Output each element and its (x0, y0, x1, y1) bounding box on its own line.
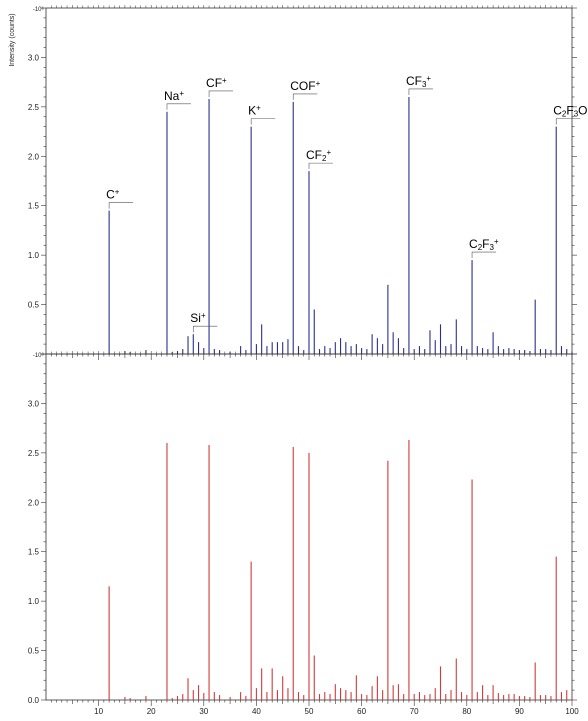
peak-label-leader (192, 325, 218, 333)
x-tick-label: 90 (515, 707, 524, 716)
y-axis-title: Intensity (counts) (9, 13, 16, 66)
x-tick-label: 50 (305, 707, 314, 716)
peak-label-leader (250, 118, 276, 125)
y-tick-label: 2.5 (28, 103, 40, 112)
peak-label-leader (292, 93, 318, 100)
x-tick-label: 40 (252, 707, 261, 716)
peak-label: Si+ (190, 311, 206, 325)
y-tick-label: 0.0 (28, 696, 40, 705)
peak-label: K+ (248, 104, 261, 118)
x-tick-label: 60 (357, 707, 366, 716)
shared-x-axis: 10 20 30 40 50 60 70 80 90 100 (94, 707, 579, 716)
y-tick-label: 0.5 (28, 647, 40, 656)
y-exponent-label: -10⁶ (33, 352, 45, 359)
peak-label: COF+ (290, 79, 320, 93)
top-spectrum-panel: 0.5 1.0 1.5 2.0 2.5 3.0 -10⁶ Intensity (counts)… (9, 5, 588, 360)
bottom-spectrum-panel: 0.0 0.5 1.0 1.5 2.0 2.5 3.0 -10⁶ (28, 351, 577, 706)
x-tick-label: 100 (565, 707, 579, 716)
y-tick-label: 1.5 (28, 548, 40, 557)
peak-label-leader (308, 162, 333, 170)
peak-label: C2F3+ (469, 237, 499, 252)
y-exponent-label: -10⁶ (33, 6, 45, 13)
peak-label-leader (408, 88, 433, 95)
y-tick-label: 1.5 (28, 202, 40, 211)
peak-label-leader (208, 90, 234, 97)
y-tick-label: 0.5 (28, 301, 40, 310)
peak-label: C+ (106, 188, 120, 202)
x-tick-label: 20 (147, 707, 156, 716)
peak-label: CF3+ (406, 74, 431, 89)
y-tick-label: 3.0 (28, 399, 40, 408)
peak-label-leader (471, 251, 497, 259)
x-tick-label: 10 (94, 707, 103, 716)
x-tick-label: 30 (199, 707, 208, 716)
peak-label: CF+ (206, 76, 227, 90)
peak-label-leader (555, 118, 581, 125)
y-tick-label: 2.0 (28, 152, 40, 161)
y-tick-label: 2.5 (28, 449, 40, 458)
peak-label: C2F3O+ (553, 104, 588, 119)
y-tick-label: 1.0 (28, 251, 40, 260)
y-tick-label: 1.0 (28, 597, 40, 606)
y-tick-label: 2.0 (28, 498, 40, 507)
y-tick-label: 3.0 (28, 53, 40, 62)
peak-label-leader (108, 202, 134, 209)
x-tick-label: 70 (410, 707, 419, 716)
peak-label-leader (166, 103, 191, 110)
x-tick-label: 80 (462, 707, 471, 716)
peak-label: CF2+ (306, 148, 331, 163)
peak-label: Na+ (164, 89, 184, 103)
